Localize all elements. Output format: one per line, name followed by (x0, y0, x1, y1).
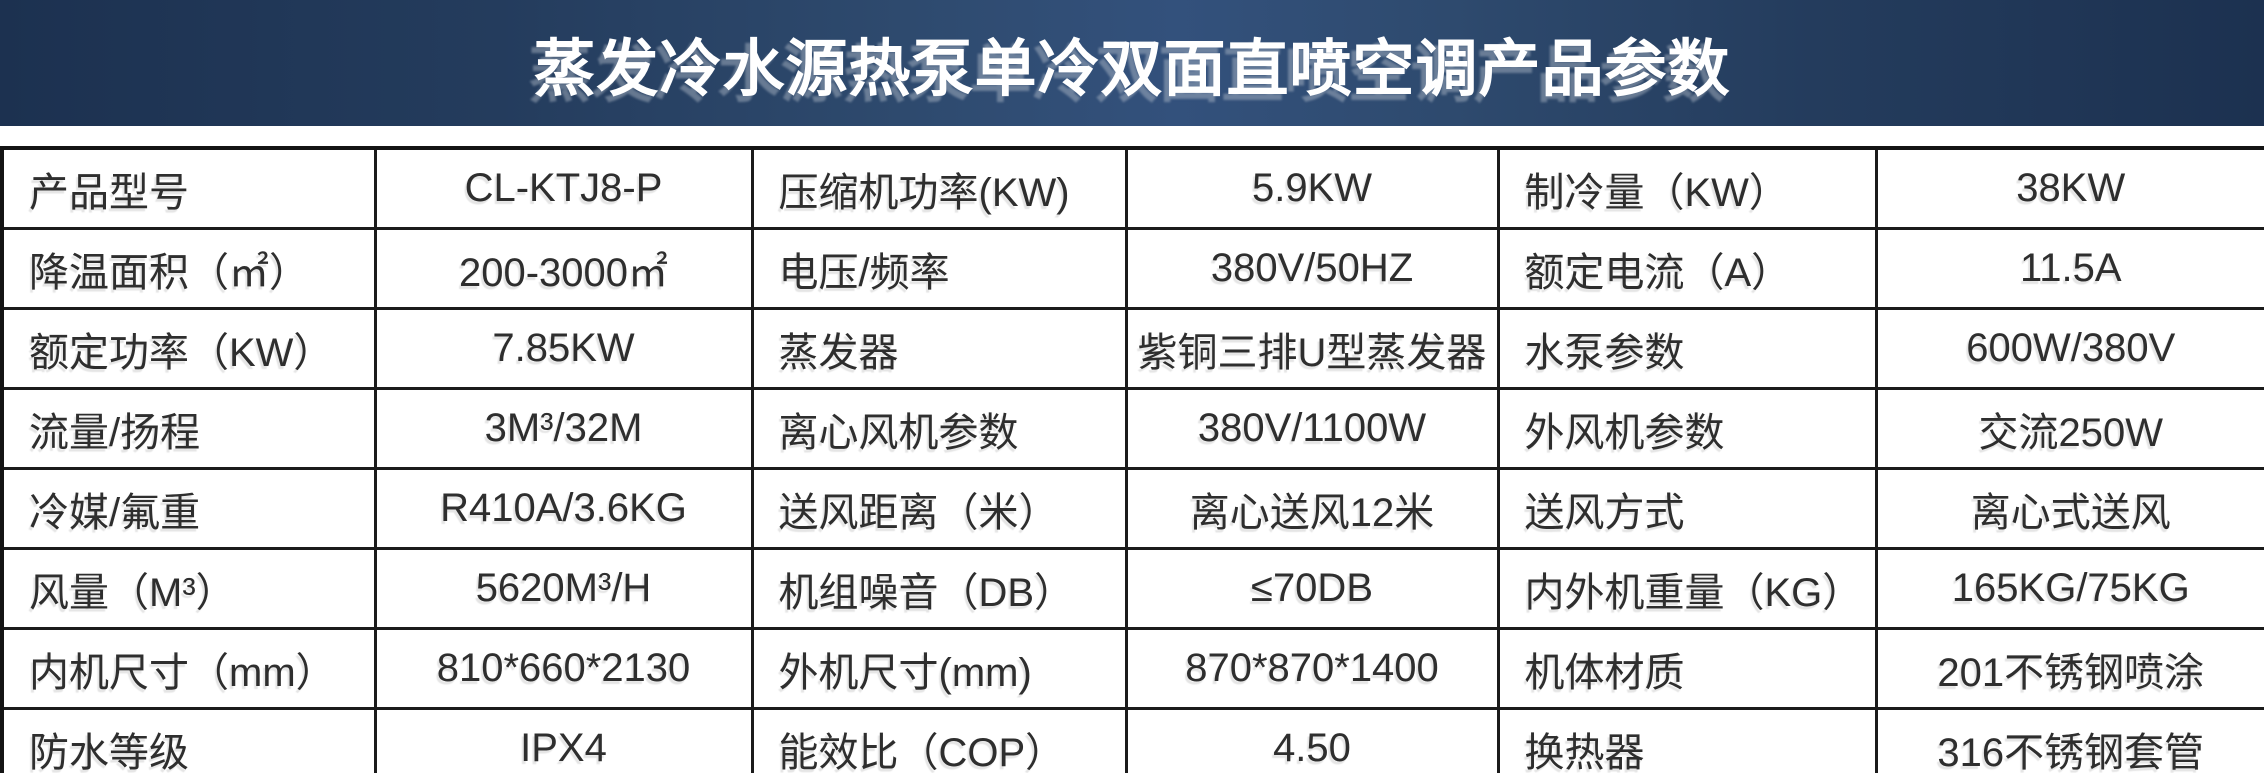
spec-value-rated-current: 11.5A (1874, 227, 2264, 310)
spec-value-body-material: 201不锈钢喷涂 (1874, 627, 2264, 710)
table-row: 流量/扬程 3M³/32M 离心风机参数 380V/1100W 外风机参数 交流… (0, 387, 2264, 470)
spec-label-evaporator: 蒸发器 (750, 307, 1128, 390)
spec-value-model: CL-KTJ8-P (373, 146, 754, 230)
spec-label-body-material: 机体材质 (1496, 627, 1878, 710)
banner-table-gap (0, 126, 2264, 146)
spec-label-air-volume: 风量（M³） (0, 547, 377, 630)
product-spec-table: 产品型号 CL-KTJ8-P 压缩机功率(KW) 5.9KW 制冷量（KW） 3… (0, 146, 2264, 773)
table-row: 额定功率（KW） 7.85KW 蒸发器 紫铜三排U型蒸发器 水泵参数 600W/… (0, 307, 2264, 390)
spec-label-heat-exchanger: 换热器 (1496, 707, 1878, 773)
spec-label-waterproof-rating: 防水等级 (0, 707, 377, 773)
spec-value-water-pump: 600W/380V (1874, 307, 2264, 390)
table-row: 风量（M³） 5620M³/H 机组噪音（DB） ≤70DB 内外机重量（KG）… (0, 547, 2264, 630)
spec-label-unit-weight: 内外机重量（KG） (1496, 547, 1878, 630)
spec-label-centrifugal-fan: 离心风机参数 (750, 387, 1128, 470)
spec-label-noise: 机组噪音（DB） (750, 547, 1128, 630)
spec-label-outdoor-unit-size: 外机尺寸(mm) (750, 627, 1128, 710)
spec-value-outdoor-fan: 交流250W (1874, 387, 2264, 470)
spec-value-refrigerant: R410A/3.6KG (373, 467, 754, 550)
spec-label-cooling-capacity: 制冷量（KW） (1496, 146, 1878, 230)
spec-value-waterproof-rating: IPX4 (373, 707, 754, 773)
spec-value-air-supply-distance: 离心送风12米 (1124, 467, 1500, 550)
spec-value-cooling-capacity: 38KW (1874, 146, 2264, 230)
spec-value-rated-power: 7.85KW (373, 307, 754, 390)
spec-label-outdoor-fan: 外风机参数 (1496, 387, 1878, 470)
spec-value-centrifugal-fan: 380V/1100W (1124, 387, 1500, 470)
table-row: 内机尺寸（mm） 810*660*2130 外机尺寸(mm) 870*870*1… (0, 627, 2264, 710)
spec-value-evaporator: 紫铜三排U型蒸发器 (1124, 307, 1500, 390)
spec-value-voltage-frequency: 380V/50HZ (1124, 227, 1500, 310)
spec-label-rated-current: 额定电流（A） (1496, 227, 1878, 310)
table-row: 冷媒/氟重 R410A/3.6KG 送风距离（米） 离心送风12米 送风方式 离… (0, 467, 2264, 550)
spec-value-noise: ≤70DB (1124, 547, 1500, 630)
spec-value-air-supply-mode: 离心式送风 (1874, 467, 2264, 550)
spec-label-flow-head: 流量/扬程 (0, 387, 377, 470)
spec-label-cop: 能效比（COP） (750, 707, 1128, 773)
spec-label-model: 产品型号 (0, 146, 377, 230)
spec-value-cooling-area: 200-3000㎡ (373, 227, 754, 310)
spec-value-flow-head: 3M³/32M (373, 387, 754, 470)
spec-label-cooling-area: 降温面积（㎡） (0, 227, 377, 310)
spec-label-air-supply-mode: 送风方式 (1496, 467, 1878, 550)
spec-label-rated-power: 额定功率（KW） (0, 307, 377, 390)
table-row: 降温面积（㎡） 200-3000㎡ 电压/频率 380V/50HZ 额定电流（A… (0, 227, 2264, 310)
title-banner: 蒸发冷水源热泵单冷双面直喷空调产品参数 (0, 0, 2264, 126)
spec-label-air-supply-distance: 送风距离（米） (750, 467, 1128, 550)
table-row: 防水等级 IPX4 能效比（COP） 4.50 换热器 316不锈钢套管 (0, 707, 2264, 773)
spec-value-heat-exchanger: 316不锈钢套管 (1874, 707, 2264, 773)
spec-value-unit-weight: 165KG/75KG (1874, 547, 2264, 630)
page-title: 蒸发冷水源热泵单冷双面直喷空调产品参数 (533, 35, 1731, 104)
spec-label-indoor-unit-size: 内机尺寸（mm） (0, 627, 377, 710)
spec-value-cop: 4.50 (1124, 707, 1500, 773)
spec-label-compressor-power: 压缩机功率(KW) (750, 146, 1128, 230)
spec-label-voltage-frequency: 电压/频率 (750, 227, 1128, 310)
table-row: 产品型号 CL-KTJ8-P 压缩机功率(KW) 5.9KW 制冷量（KW） 3… (0, 146, 2264, 230)
spec-value-indoor-unit-size: 810*660*2130 (373, 627, 754, 710)
spec-value-outdoor-unit-size: 870*870*1400 (1124, 627, 1500, 710)
spec-label-refrigerant: 冷媒/氟重 (0, 467, 377, 550)
spec-value-air-volume: 5620M³/H (373, 547, 754, 630)
spec-value-compressor-power: 5.9KW (1124, 146, 1500, 230)
spec-label-water-pump: 水泵参数 (1496, 307, 1878, 390)
